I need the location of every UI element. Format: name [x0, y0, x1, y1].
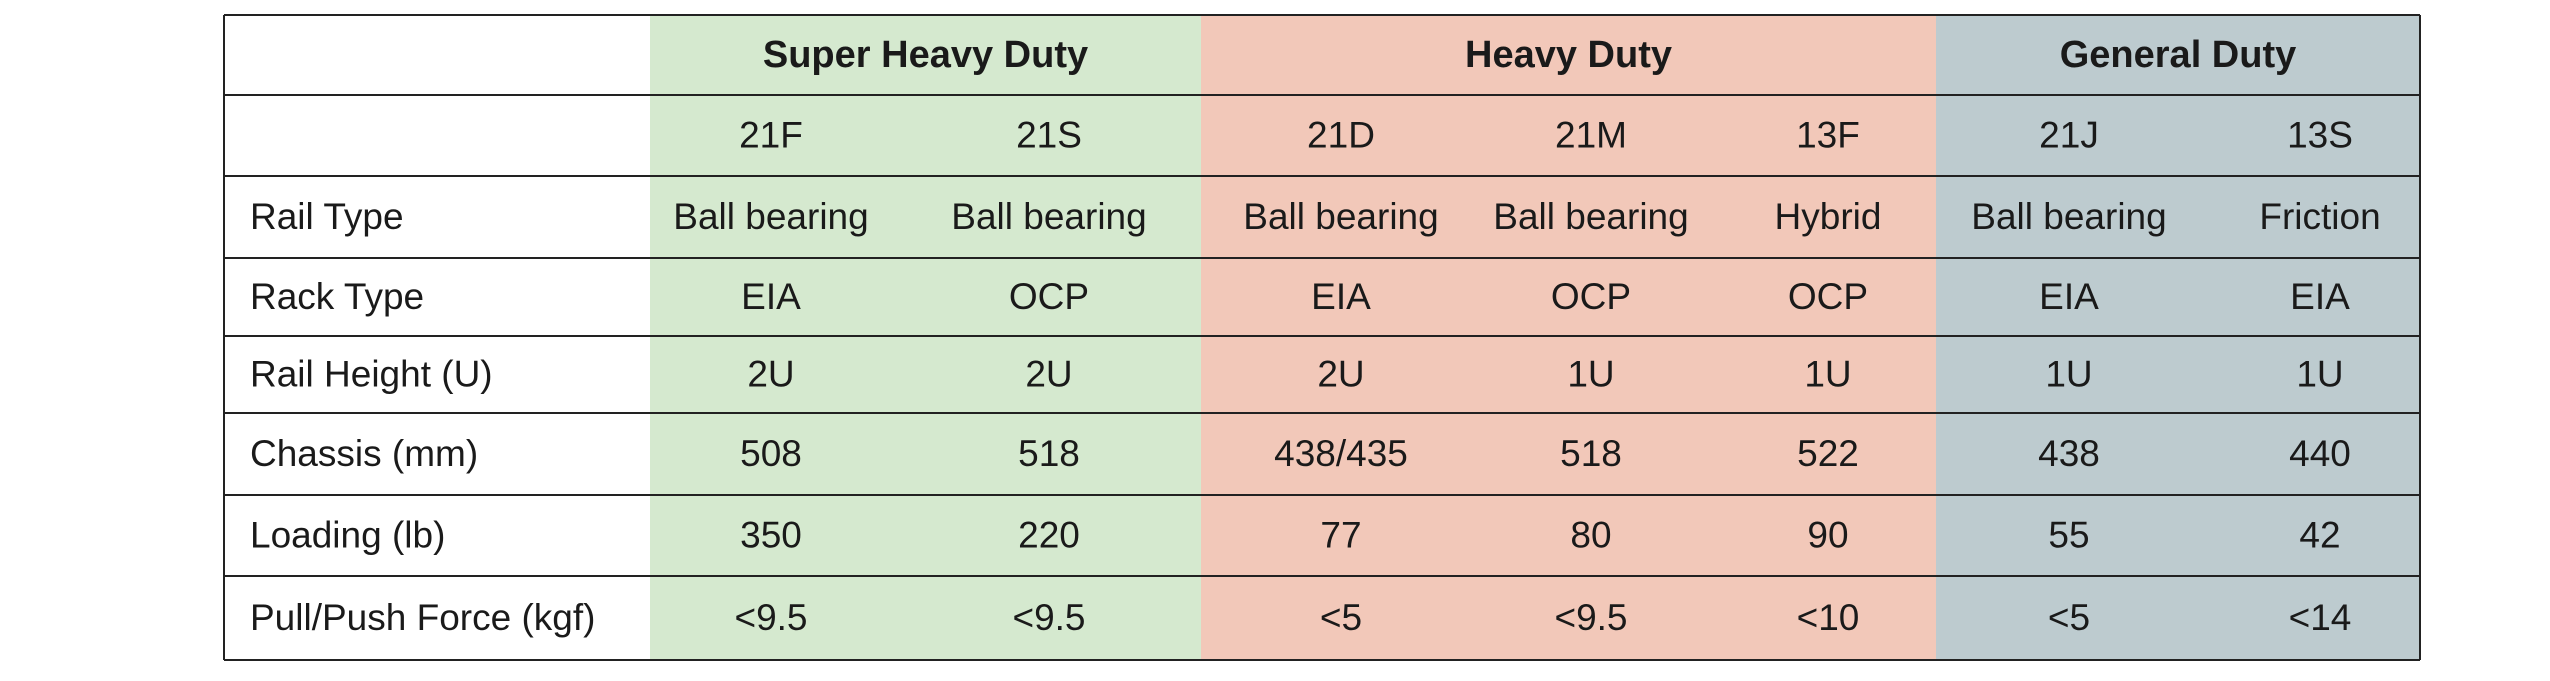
cell: Ball bearing [673, 196, 868, 237]
cell: 42 [2299, 514, 2340, 555]
cell: Ball bearing [1971, 196, 2166, 237]
cell: OCP [1009, 276, 1089, 317]
cell: <10 [1797, 597, 1860, 638]
cell: 350 [740, 514, 802, 555]
row-label: Rail Type [250, 196, 404, 237]
model-code: 21J [2039, 114, 2099, 155]
cell: EIA [2290, 276, 2350, 317]
cell: Friction [2259, 196, 2380, 237]
row-label: Rack Type [250, 276, 424, 317]
row-label: Chassis (mm) [250, 433, 478, 474]
group-title: Super Heavy Duty [763, 34, 1088, 76]
cell: OCP [1788, 276, 1868, 317]
cell: 90 [1807, 514, 1848, 555]
cell: 508 [740, 433, 802, 474]
cell: Ball bearing [1243, 196, 1438, 237]
cell: Ball bearing [951, 196, 1146, 237]
cell: 55 [2048, 514, 2089, 555]
cell: 522 [1797, 433, 1859, 474]
group-title: Heavy Duty [1465, 34, 1672, 76]
cell: 518 [1018, 433, 1080, 474]
cell: 1U [2045, 353, 2092, 394]
cell: 1U [1804, 353, 1851, 394]
cell: 2U [1025, 353, 1072, 394]
cell: 1U [1567, 353, 1614, 394]
cell: 2U [747, 353, 794, 394]
cell: 518 [1560, 433, 1622, 474]
row-label: Pull/Push Force (kgf) [250, 597, 595, 638]
cell: 80 [1570, 514, 1611, 555]
cell: <5 [2048, 597, 2090, 638]
cell: <9.5 [734, 597, 807, 638]
cell: Hybrid [1775, 196, 1882, 237]
row-label: Rail Height (U) [250, 353, 493, 394]
cell: Ball bearing [1493, 196, 1688, 237]
group-title: General Duty [2060, 34, 2297, 76]
model-code: 21F [739, 114, 803, 155]
model-code: 13S [2287, 114, 2353, 155]
cell: 2U [1317, 353, 1364, 394]
model-code: 21S [1016, 114, 1082, 155]
cell: 438 [2038, 433, 2100, 474]
model-code: 21D [1307, 114, 1375, 155]
model-code: 13F [1796, 114, 1860, 155]
cell: <9.5 [1012, 597, 1085, 638]
cell: 220 [1018, 514, 1080, 555]
group-background [650, 15, 1201, 660]
cell: EIA [2039, 276, 2099, 317]
group-background [1201, 15, 1936, 660]
cell: 1U [2296, 353, 2343, 394]
cell: EIA [741, 276, 801, 317]
group-background [1936, 15, 2420, 660]
cell: <5 [1320, 597, 1362, 638]
cell: 77 [1320, 514, 1361, 555]
cell: EIA [1311, 276, 1371, 317]
cell: <14 [2289, 597, 2352, 638]
cell: OCP [1551, 276, 1631, 317]
cell: <9.5 [1554, 597, 1627, 638]
row-label: Loading (lb) [250, 514, 445, 555]
cell: 440 [2289, 433, 2351, 474]
cell: 438/435 [1274, 433, 1408, 474]
model-code: 21M [1555, 114, 1627, 155]
